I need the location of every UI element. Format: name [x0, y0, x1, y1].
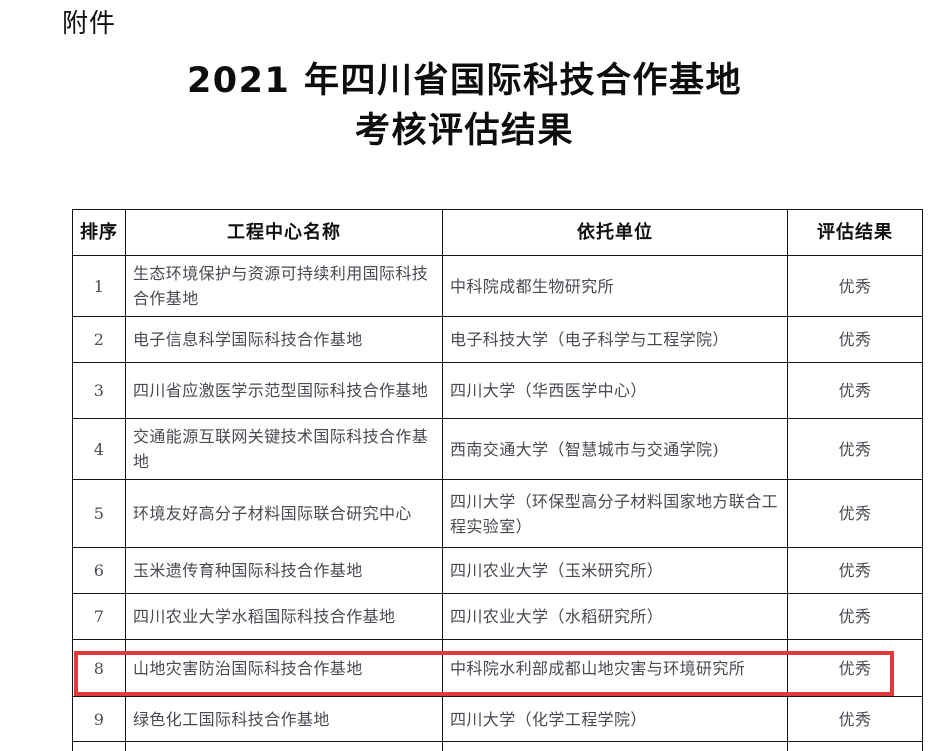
cell-rank: 6	[72, 547, 126, 594]
cell-unit: 西南交通大学（智慧城市与交通学院)	[442, 418, 788, 480]
cell-name: 玉米遗传育种国际科技合作基地	[125, 547, 443, 594]
table-header-row: 排序 工程中心名称 依托单位 评估结果	[72, 209, 923, 256]
cell-unit: 四川省农科院	[442, 741, 788, 751]
cell-name: 四川省农科院农业国际科技合作基地	[125, 741, 443, 751]
cell-name: 环境友好高分子材料国际联合研究中心	[125, 479, 443, 548]
cell-result: 优秀	[787, 362, 923, 419]
cell-result: 优秀	[787, 741, 923, 751]
cell-unit: 四川大学（环保型高分子材料国家地方联合工程实验室）	[442, 479, 788, 548]
table-row-highlighted: 9 绿色化工国际科技合作基地 四川大学（化学工程学院） 优秀	[72, 696, 923, 742]
table-row: 1 生态环境保护与资源可持续利用国际科技合作基地 中科院成都生物研究所 优秀	[72, 255, 923, 317]
cell-unit: 中科院水利部成都山地灾害与环境研究所	[442, 639, 788, 697]
cell-name: 交通能源互联网关键技术国际科技合作基地	[125, 418, 443, 480]
cell-name: 四川农业大学水稻国际科技合作基地	[125, 593, 443, 640]
table-row: 2 电子信息科学国际科技合作基地 电子科技大学（电子科学与工程学院） 优秀	[72, 316, 923, 363]
column-header-unit: 依托单位	[442, 209, 788, 256]
cell-rank: 7	[72, 593, 126, 640]
attachment-label: 附件	[62, 9, 117, 39]
cell-result: 优秀	[787, 255, 923, 317]
cell-result: 优秀	[787, 316, 923, 363]
table-row: 7 四川农业大学水稻国际科技合作基地 四川农业大学（水稻研究所） 优秀	[72, 593, 923, 640]
cell-name: 山地灾害防治国际科技合作基地	[125, 639, 443, 697]
cell-unit: 四川大学（化学工程学院）	[442, 696, 788, 742]
evaluation-results-table: 排序 工程中心名称 依托单位 评估结果 1 生态环境保护与资源可持续利用国际科技…	[72, 209, 923, 751]
cell-result: 优秀	[787, 547, 923, 594]
table-row: 10 四川省农科院农业国际科技合作基地 四川省农科院 优秀	[72, 741, 923, 751]
table-body: 1 生态环境保护与资源可持续利用国际科技合作基地 中科院成都生物研究所 优秀 2…	[72, 255, 923, 751]
cell-rank: 1	[72, 255, 126, 317]
column-header-name: 工程中心名称	[125, 209, 443, 256]
page-title-line-2: 考核评估结果	[354, 111, 574, 151]
cell-rank: 10	[72, 741, 126, 751]
table-row: 5 环境友好高分子材料国际联合研究中心 四川大学（环保型高分子材料国家地方联合工…	[72, 479, 923, 548]
results-table-container: 排序 工程中心名称 依托单位 评估结果 1 生态环境保护与资源可持续利用国际科技…	[72, 209, 923, 751]
cell-result: 优秀	[787, 418, 923, 480]
column-header-result: 评估结果	[787, 209, 923, 256]
cell-result: 优秀	[787, 696, 923, 742]
cell-unit: 四川农业大学（水稻研究所）	[442, 593, 788, 640]
cell-name: 生态环境保护与资源可持续利用国际科技合作基地	[125, 255, 443, 317]
cell-result: 优秀	[787, 639, 923, 697]
page-title: 2021 年四川省国际科技合作基地 考核评估结果	[0, 58, 929, 154]
cell-unit: 中科院成都生物研究所	[442, 255, 788, 317]
cell-name: 电子信息科学国际科技合作基地	[125, 316, 443, 363]
table-row: 4 交通能源互联网关键技术国际科技合作基地 西南交通大学（智慧城市与交通学院) …	[72, 418, 923, 480]
cell-name: 四川省应激医学示范型国际科技合作基地	[125, 362, 443, 419]
cell-name: 绿色化工国际科技合作基地	[125, 696, 443, 742]
cell-unit: 电子科技大学（电子科学与工程学院）	[442, 316, 788, 363]
table-row: 8 山地灾害防治国际科技合作基地 中科院水利部成都山地灾害与环境研究所 优秀	[72, 639, 923, 697]
table-row: 3 四川省应激医学示范型国际科技合作基地 四川大学（华西医学中心） 优秀	[72, 362, 923, 419]
cell-rank: 9	[72, 696, 126, 742]
cell-unit: 四川大学（华西医学中心）	[442, 362, 788, 419]
cell-result: 优秀	[787, 479, 923, 548]
cell-unit: 四川农业大学（玉米研究所）	[442, 547, 788, 594]
cell-rank: 2	[72, 316, 126, 363]
cell-rank: 5	[72, 479, 126, 548]
table-row: 6 玉米遗传育种国际科技合作基地 四川农业大学（玉米研究所） 优秀	[72, 547, 923, 594]
cell-rank: 4	[72, 418, 126, 480]
cell-rank: 3	[72, 362, 126, 419]
cell-result: 优秀	[787, 593, 923, 640]
page-title-line-1: 2021 年四川省国际科技合作基地	[186, 61, 743, 101]
column-header-rank: 排序	[72, 209, 126, 256]
cell-rank: 8	[72, 639, 126, 697]
